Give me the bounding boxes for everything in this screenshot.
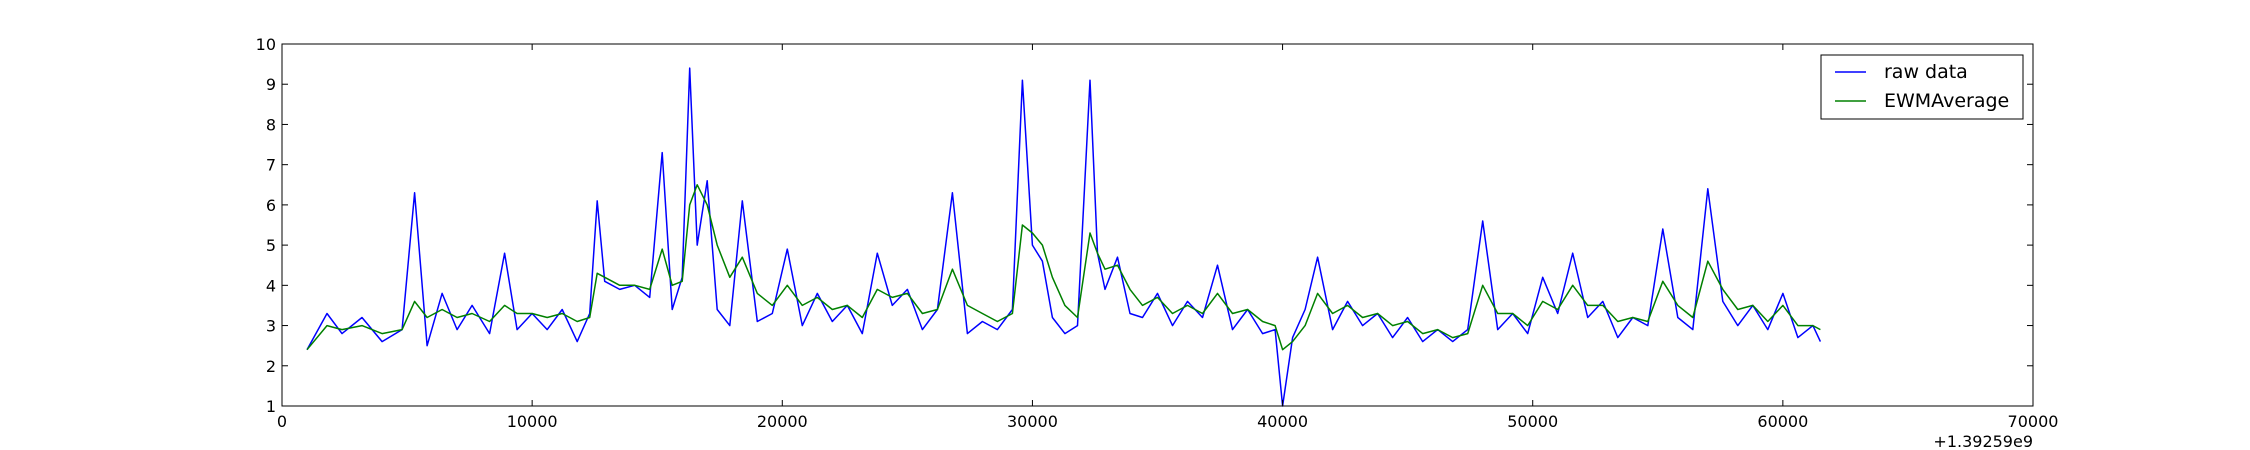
x-tick-label-0: 0 bbox=[277, 412, 287, 431]
y-tick-label-4: 4 bbox=[266, 276, 276, 295]
series-layer bbox=[306, 67, 1822, 407]
y-tick-label-3: 3 bbox=[266, 317, 276, 336]
plot-frame bbox=[281, 43, 2034, 407]
legend-box bbox=[1820, 54, 2024, 120]
x-offset-label: +1.39259e9 bbox=[1933, 432, 2033, 450]
x-tick-label-30000: 30000 bbox=[1007, 412, 1058, 431]
axes-layer: 0 10000 20000 30000 40000 50000 60000 70000 1 2 3 4… bbox=[256, 35, 2059, 431]
x-tick-label-20000: 20000 bbox=[757, 412, 808, 431]
x-tick-label-70000: 70000 bbox=[2008, 412, 2059, 431]
y-tick-label-5: 5 bbox=[266, 236, 276, 255]
y-tick-label-9: 9 bbox=[266, 75, 276, 94]
y-tick-label-6: 6 bbox=[266, 196, 276, 215]
y-tick-label-10: 10 bbox=[256, 35, 276, 54]
x-tick-label-50000: 50000 bbox=[1507, 412, 1558, 431]
y-tick-label-7: 7 bbox=[266, 156, 276, 175]
plot-area bbox=[282, 44, 2033, 406]
y-tick-label-2: 2 bbox=[266, 357, 276, 376]
series-line-ewmaverage bbox=[306, 184, 1821, 351]
x-tick-label-40000: 40000 bbox=[1257, 412, 1308, 431]
y-tick-label-8: 8 bbox=[266, 115, 276, 134]
x-tick-label-10000: 10000 bbox=[507, 412, 558, 431]
x-tick-label-60000: 60000 bbox=[1757, 412, 1808, 431]
legend-label-ewma: EWMAverage bbox=[1884, 90, 2009, 112]
legend-label-raw-data: raw data bbox=[1884, 61, 1968, 83]
y-tick-label-1: 1 bbox=[266, 397, 276, 416]
legend: raw data EWMAverage bbox=[1820, 54, 2024, 120]
